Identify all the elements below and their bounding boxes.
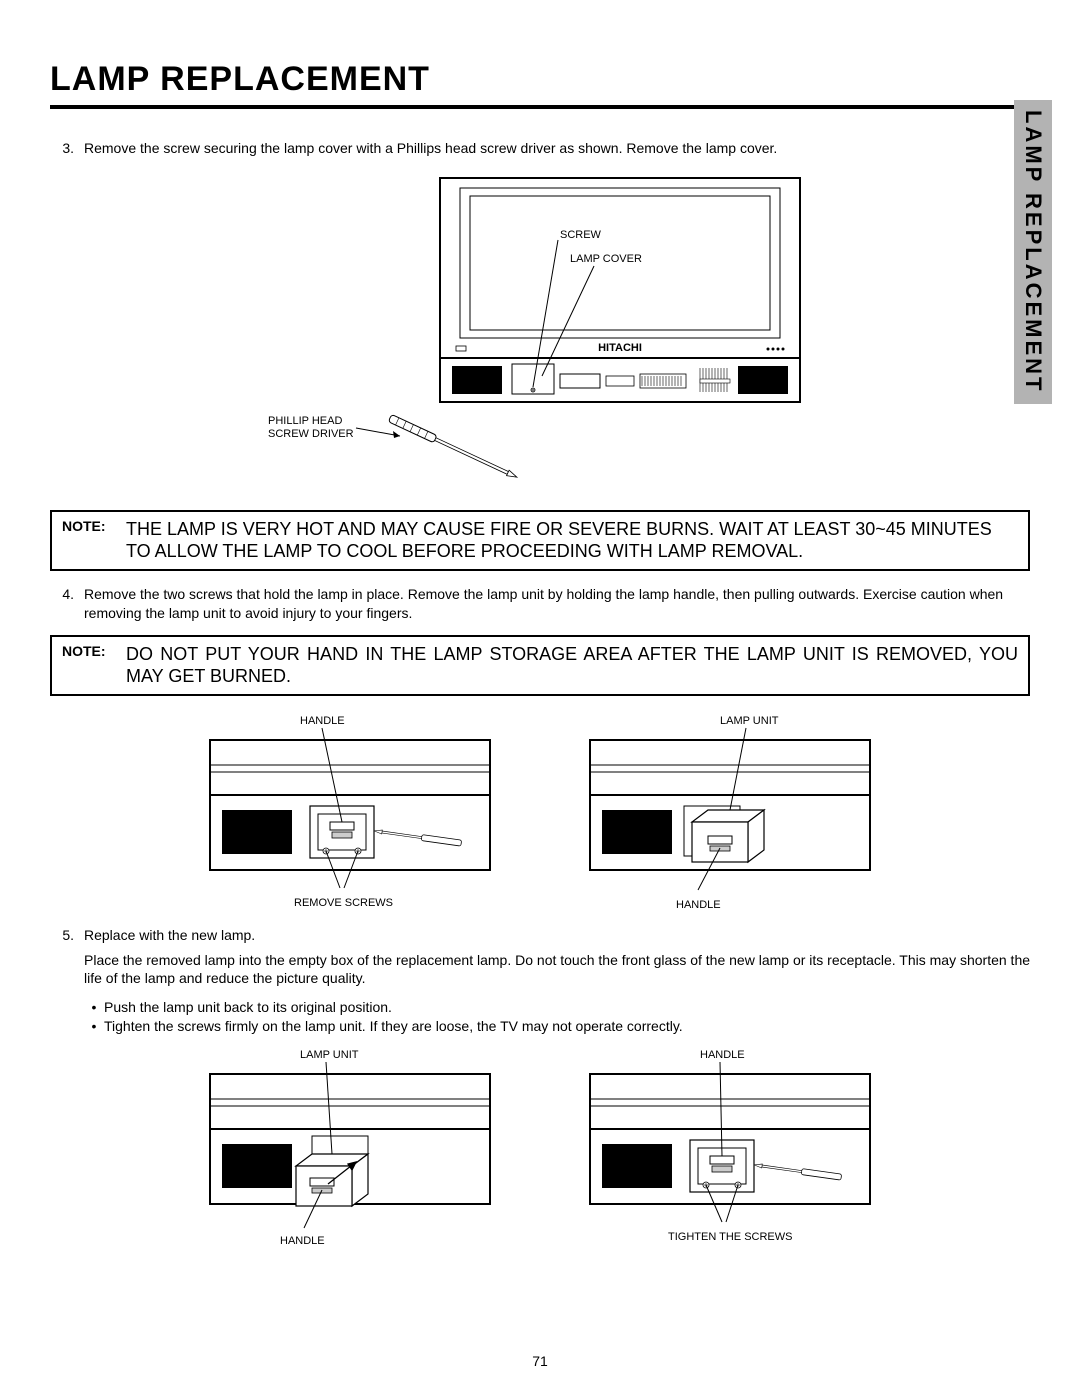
lamp-unit-label: LAMP UNIT <box>720 715 779 727</box>
note-text-2: DO NOT PUT YOUR HAND IN THE LAMP STORAGE… <box>126 643 1018 688</box>
bullet-text: Push the lamp unit back to its original … <box>104 998 1030 1017</box>
step-5: 5. Replace with the new lamp. <box>50 926 1030 945</box>
handle-label-bottom: HANDLE <box>280 1235 325 1247</box>
figure-3a: LAMP UNIT <box>200 1044 500 1254</box>
step-5-desc: Place the removed lamp into the empty bo… <box>84 951 1030 989</box>
step-3: 3. Remove the screw securing the lamp co… <box>50 139 1030 158</box>
figure-3b: HANDLE <box>580 1044 880 1254</box>
note-box-1: NOTE: THE LAMP IS VERY HOT AND MAY CAUSE… <box>50 510 1030 571</box>
handle-label-bottom: HANDLE <box>676 899 721 911</box>
figure-2b: LAMP UNIT HANDLE <box>580 710 880 920</box>
handle-label-top: HANDLE <box>700 1049 745 1061</box>
remove-screws-label: REMOVE SCREWS <box>294 897 393 909</box>
figure-3a-svg: LAMP UNIT <box>200 1044 500 1254</box>
step-5-bullet-2: • Tighten the screws firmly on the lamp … <box>84 1017 1030 1036</box>
figure-3b-svg: HANDLE <box>580 1044 880 1254</box>
brand-label: HITACHI <box>598 342 642 354</box>
step-4: 4. Remove the two screws that hold the l… <box>50 585 1030 623</box>
page-number: 71 <box>0 1353 1080 1369</box>
step-5-body: Place the removed lamp into the empty bo… <box>50 951 1030 989</box>
lamp-unit-label: LAMP UNIT <box>300 1049 359 1061</box>
figure-2a: HANDLE <box>200 710 500 920</box>
screwdriver-label-2: SCREW DRIVER <box>268 428 354 440</box>
figure-1-svg: HITACHI <box>260 168 820 498</box>
figure-1-row: HITACHI <box>50 168 1030 498</box>
handle-label-top: HANDLE <box>300 715 345 727</box>
note-label: NOTE: <box>62 518 126 563</box>
figure-2-row: HANDLE <box>50 710 1030 920</box>
step-5-bullet-1: • Push the lamp unit back to its origina… <box>84 998 1030 1017</box>
step-text: Remove the two screws that hold the lamp… <box>84 585 1030 623</box>
lamp-cover-label: LAMP COVER <box>570 253 642 265</box>
bullet-text: Tighten the screws firmly on the lamp un… <box>104 1017 1030 1036</box>
note-box-2: NOTE: DO NOT PUT YOUR HAND IN THE LAMP S… <box>50 635 1030 696</box>
screwdriver-label-1: PHILLIP HEAD <box>268 415 342 427</box>
step-number: 3. <box>50 139 84 158</box>
note-label: NOTE: <box>62 643 126 688</box>
screw-label: SCREW <box>560 229 602 241</box>
figure-2b-svg: LAMP UNIT HANDLE <box>580 710 880 920</box>
figure-1: HITACHI <box>260 168 820 498</box>
step-text: Remove the screw securing the lamp cover… <box>84 139 1030 158</box>
step-text: Replace with the new lamp. <box>84 926 1030 945</box>
note-text-1: THE LAMP IS VERY HOT AND MAY CAUSE FIRE … <box>126 518 1018 563</box>
figure-3-row: LAMP UNIT <box>50 1044 1030 1254</box>
tighten-screws-label: TIGHTEN THE SCREWS <box>668 1231 792 1243</box>
step-number: 4. <box>50 585 84 623</box>
side-tab: LAMP REPLACEMENT <box>1014 100 1052 404</box>
figure-2a-svg: HANDLE <box>200 710 500 920</box>
page-title: LAMP REPLACEMENT <box>50 60 1030 109</box>
step-number: 5. <box>50 926 84 945</box>
manual-page: LAMP REPLACEMENT LAMP REPLACEMENT 3. Rem… <box>0 0 1080 1397</box>
